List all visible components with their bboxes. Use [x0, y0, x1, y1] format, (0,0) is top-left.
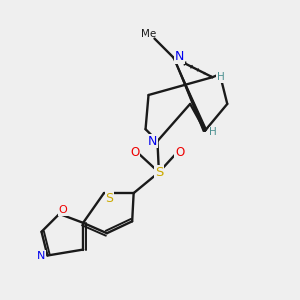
- Text: S: S: [155, 166, 163, 179]
- Text: N: N: [147, 135, 157, 148]
- Text: H: H: [209, 127, 217, 137]
- Text: S: S: [105, 192, 113, 205]
- Text: O: O: [58, 205, 67, 215]
- Text: N: N: [37, 250, 45, 260]
- Text: Me: Me: [142, 29, 157, 39]
- Text: O: O: [130, 146, 140, 159]
- Text: N: N: [175, 50, 184, 63]
- Polygon shape: [174, 58, 207, 131]
- Text: H: H: [217, 72, 225, 82]
- Text: O: O: [175, 146, 184, 159]
